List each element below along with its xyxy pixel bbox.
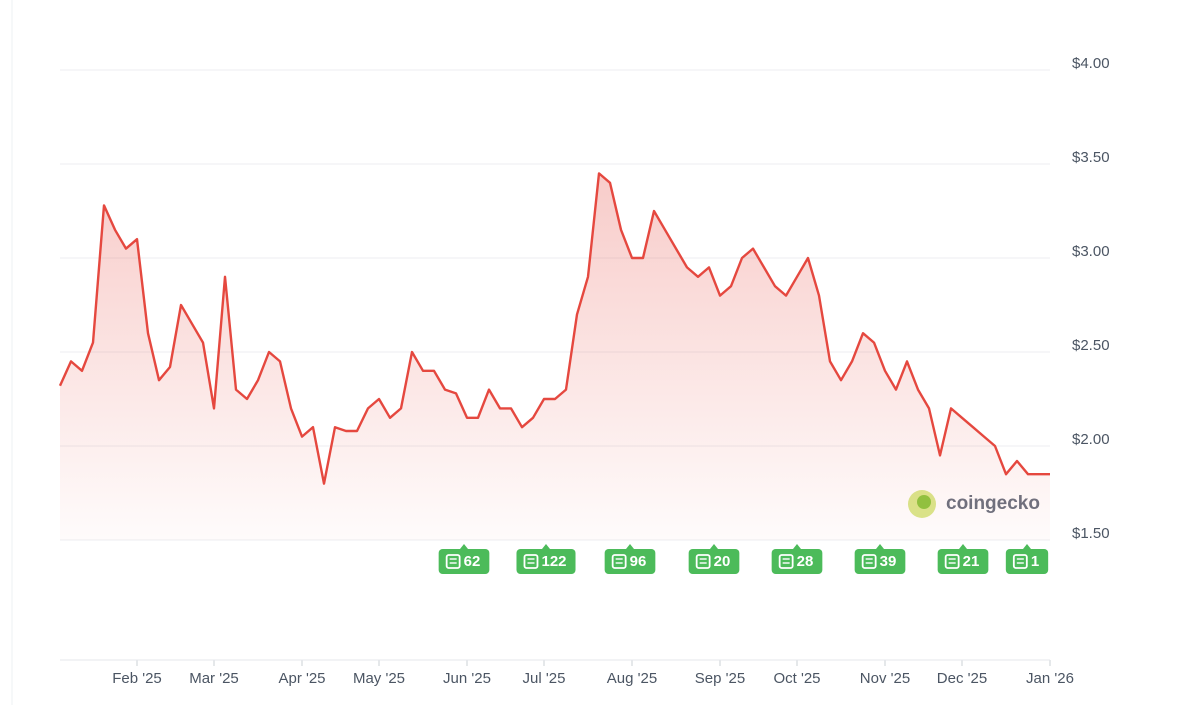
news-icon [861,554,877,569]
y-tick-label: $1.50 [1072,525,1110,542]
news-icon [523,554,539,569]
news-icon [778,554,794,569]
x-tick-label: Dec '25 [937,670,987,687]
x-tick-label: Sep '25 [695,670,745,687]
news-badge-pointer [460,544,468,549]
news-icon [1012,554,1028,569]
news-badge[interactable]: 20 [688,544,740,574]
news-badge[interactable]: 1 [1005,544,1049,574]
y-tick-label: $4.00 [1072,55,1110,72]
news-badge-pointer [1023,544,1031,549]
x-tick-label: Oct '25 [773,670,820,687]
news-badge[interactable]: 62 [438,544,490,574]
news-icon [445,554,461,569]
price-line [58,172,1050,485]
news-badge-count: 96 [630,553,647,570]
x-tick-label: Nov '25 [860,670,910,687]
news-badge-pointer [793,544,801,549]
x-tick-label: Apr '25 [278,670,325,687]
news-badge-pointer [876,544,884,549]
x-tick-label: Mar '25 [189,670,239,687]
news-badge-count: 1 [1031,553,1039,570]
news-badge-count: 21 [963,553,980,570]
news-badge[interactable]: 21 [937,544,989,574]
price-area [60,173,1050,540]
y-tick-label: $2.50 [1072,337,1110,354]
x-tick-label: Feb '25 [112,670,162,687]
x-tick-label: Jan '26 [1026,670,1074,687]
news-badge-count: 122 [541,553,566,570]
news-badge[interactable]: 28 [771,544,823,574]
news-badge-count: 62 [464,553,481,570]
news-icon [695,554,711,569]
news-badge[interactable]: 122 [516,544,576,574]
news-badge[interactable]: 39 [854,544,906,574]
x-tick-label: Jun '25 [443,670,491,687]
news-badge[interactable]: 96 [604,544,656,574]
y-tick-label: $2.00 [1072,431,1110,448]
x-tick-label: May '25 [353,670,405,687]
y-tick-label: $3.50 [1072,149,1110,166]
news-badge-pointer [626,544,634,549]
news-icon [611,554,627,569]
news-badge-pointer [959,544,967,549]
news-badge-count: 39 [880,553,897,570]
news-icon [944,554,960,569]
x-tick-label: Aug '25 [607,670,657,687]
news-badge-pointer [542,544,550,549]
news-badge-count: 28 [797,553,814,570]
news-badge-pointer [710,544,718,549]
news-badge-count: 20 [714,553,731,570]
y-tick-label: $3.00 [1072,243,1110,260]
x-tick-label: Jul '25 [523,670,566,687]
